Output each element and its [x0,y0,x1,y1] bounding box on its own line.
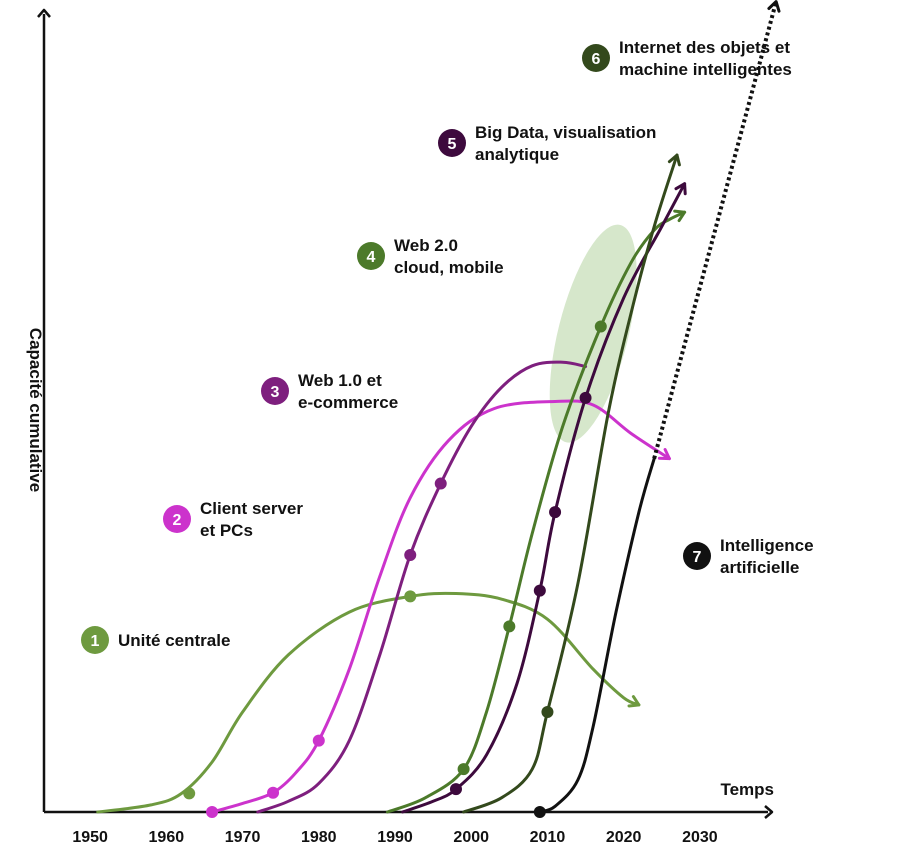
series-6-label-line: Internet des objets et [619,38,790,57]
x-tick-2020: 2020 [606,829,642,846]
x-tick-1990: 1990 [377,829,413,846]
series-2-arrowhead [657,448,671,461]
series-1-label-line: Unité centrale [118,631,230,650]
x-tick-2010: 2010 [530,829,566,846]
series-5-label-line: analytique [475,145,559,164]
series-layer [96,0,781,818]
series-4-badge-number: 4 [367,249,376,266]
highlight-ellipse [549,224,637,443]
series-7-arrowhead [767,0,781,13]
y-axis-arrowhead [37,8,51,18]
series-7-badge-number: 7 [693,549,702,566]
series-1-marker [183,787,196,800]
series-6 [462,153,681,814]
series-6-marker [541,706,554,719]
series-7-projection [652,1,779,460]
series-2-badge-number: 2 [173,512,182,529]
x-tick-2000: 2000 [453,829,489,846]
series-2-label: 2 Client server et PCs [163,499,303,540]
series-6-arrowhead [667,153,681,167]
series-3-badge-number: 3 [271,384,280,401]
series-1-line [96,591,641,814]
x-tick-1950: 1950 [72,829,108,846]
series-6-label: 6 Internet des objets et machine intellige… [582,38,792,79]
series-5-arrowhead [674,182,687,196]
series-2-marker [312,734,325,747]
series-6-badge [582,44,610,72]
series-2-label-line: et PCs [200,521,253,540]
series-6-line [462,153,679,814]
series-7-label-line: artificielle [720,558,799,577]
series-4-arrowhead [673,209,687,223]
series-5-label: 5 Big Data, visualisation analytique [438,123,656,164]
series-5 [401,182,687,814]
series-5-marker [579,391,592,404]
series-3-badge [261,377,289,405]
series-4-marker [594,320,607,333]
series-4-marker [457,763,470,776]
x-tick-1980: 1980 [301,829,337,846]
x-axis-arrowhead [764,805,774,819]
series-4-label-line: Web 2.0 [394,236,458,255]
series-1-badge-number: 1 [91,633,100,650]
series-4-badge [357,242,385,270]
series-7-line [538,457,656,814]
series-3-marker [404,548,417,561]
series-3-marker [434,477,447,490]
series-7-badge [683,542,711,570]
series-3 [256,360,588,814]
x-tick-1960: 1960 [149,829,185,846]
series-6-badge-number: 6 [592,51,601,68]
series-1-badge [81,626,109,654]
series-7-label: 7 Intelligence artificielle [683,536,814,577]
series-6-label-line: machine intelligentes [619,60,792,79]
series-3-label: 3 Web 1.0 et e-commerce [261,371,398,412]
series-3-label-line: Web 1.0 et [298,371,382,390]
series-7-marker [533,806,546,818]
series-2-label-line: Client server [200,499,303,518]
series-4-marker [503,620,516,633]
series-3-label-line: e-commerce [298,393,398,412]
series-5-label-line: Big Data, visualisation [475,123,656,142]
series-7 [533,0,781,818]
series-1-arrowhead [627,695,641,708]
x-tick-1970: 1970 [225,829,261,846]
y-axis-title: Capacité cumulative [26,328,45,492]
series-2-marker [267,786,280,799]
series-1-label: 1 Unité centrale [81,626,230,654]
x-tick-labels: 1950 1960 1970 1980 1990 2000 2010 2020 2030 [72,829,717,846]
series-5-badge [438,129,466,157]
x-axis-title: Temps [720,780,774,799]
series-4-label: 4 Web 2.0 cloud, mobile [357,236,504,277]
series-5-marker [449,783,462,796]
series-5-marker [549,506,562,519]
x-tick-2030: 2030 [682,829,718,846]
series-5-marker [533,584,546,597]
series-5-badge-number: 5 [448,136,457,153]
series-3-line [256,360,588,814]
series-1-marker [404,590,417,603]
series-2-marker [206,806,219,818]
series-2-badge [163,505,191,533]
series-labels: 1 Unité centrale 2 Client server et PCs 3 Web … [81,38,814,654]
series-7-label-line: Intelligence [720,536,814,555]
series-1 [96,590,641,814]
series-4-label-line: cloud, mobile [394,258,504,277]
